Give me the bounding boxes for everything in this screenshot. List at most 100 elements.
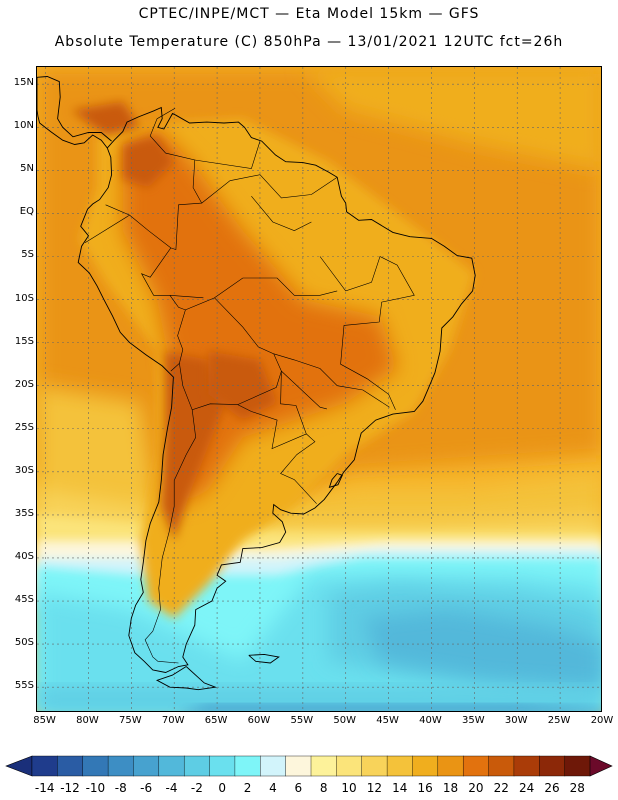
colorbar-tick-label: 22 xyxy=(493,781,509,795)
colorbar-low-arrow xyxy=(5,755,33,777)
lat-tick-label: 25S xyxy=(14,421,34,433)
colorbar-tick-label: -10 xyxy=(85,781,106,795)
lon-tick-label: 55W xyxy=(290,715,314,726)
coastlines xyxy=(37,76,476,691)
political-border xyxy=(169,295,204,299)
lon-tick-label: 65W xyxy=(204,715,228,726)
colorbar-swatch xyxy=(31,755,58,777)
colorbar-high-arrow xyxy=(589,755,613,777)
colorbar-tick-label: 16 xyxy=(417,781,433,795)
lat-tick-label: 5N xyxy=(20,163,34,175)
colorbar-tick-label: 4 xyxy=(269,781,277,795)
political-border xyxy=(281,370,327,410)
lon-tick-label: 80W xyxy=(76,715,99,726)
colorbar-tick-label: -14 xyxy=(34,781,55,795)
colorbar-tick-label: -8 xyxy=(114,781,127,795)
colorbar-swatch xyxy=(158,755,185,777)
field-band-22-venezuela xyxy=(122,135,175,188)
field-band-minus6-south xyxy=(182,704,601,711)
map-gridlines xyxy=(37,67,601,711)
lat-tick-label: 30S xyxy=(14,464,34,476)
political-border xyxy=(319,256,415,410)
lon-tick-label: 60W xyxy=(247,715,271,726)
colorbar-tick-label: -4 xyxy=(165,781,178,795)
colorbar-tick-label: 14 xyxy=(392,781,408,795)
political-border xyxy=(251,196,312,232)
colorbar-swatch xyxy=(234,755,261,777)
lon-tick-label: 35W xyxy=(462,715,485,726)
colorbar-tick-label: 10 xyxy=(341,781,357,795)
colorbar-swatch xyxy=(564,755,591,777)
colorbar-swatch xyxy=(539,755,566,777)
colorbar-swatch xyxy=(412,755,439,777)
political-border xyxy=(84,214,130,243)
coastline-tierra-del-fuego xyxy=(155,666,218,691)
colorbar-swatch xyxy=(209,755,236,777)
colorbar-tick-label: -12 xyxy=(60,781,80,795)
lon-tick-label: 20W xyxy=(590,715,614,726)
coastline-falklands xyxy=(248,653,280,664)
field-band-16-north xyxy=(302,67,601,170)
lat-tick-label: 55S xyxy=(14,680,34,692)
lat-tick-label: 15N xyxy=(13,77,34,89)
coastline-south-america xyxy=(77,106,476,673)
lat-tick-label: 35S xyxy=(14,507,34,519)
colorbar-swatch xyxy=(133,755,160,777)
colorbar-tick-label: 2 xyxy=(243,781,252,795)
colorbar xyxy=(5,755,613,777)
lat-tick-label: 10S xyxy=(14,292,34,304)
colorbar-tick-label: 0 xyxy=(218,781,227,795)
lat-tick-label: 20S xyxy=(14,378,34,390)
lat-tick-label: 50S xyxy=(14,637,34,649)
temperature-field xyxy=(37,67,601,711)
lon-tick-label: 85W xyxy=(33,715,56,726)
lat-tick-label: 40S xyxy=(14,550,34,562)
field-band-22-andes xyxy=(161,351,226,541)
political-border xyxy=(144,409,197,664)
lon-tick-label: 40W xyxy=(419,715,442,726)
colorbar-swatch xyxy=(310,755,337,777)
colorbar-swatch xyxy=(386,755,413,777)
political-border xyxy=(179,297,282,411)
lat-tick-label: EQ xyxy=(19,206,34,218)
colorbar-tick-label: 26 xyxy=(544,781,560,795)
lat-tick-label: 5S xyxy=(21,249,34,261)
colorbar-swatch xyxy=(488,755,515,777)
lon-tick-label: 25W xyxy=(547,715,571,726)
colorbar-tick-label: 8 xyxy=(319,781,328,795)
colorbar-swatch xyxy=(361,755,388,777)
lat-tick-label: 10N xyxy=(13,120,34,132)
colorbar-swatch xyxy=(107,755,134,777)
political-border xyxy=(280,433,317,504)
temperature-map xyxy=(37,67,601,711)
lon-tick-label: 75W xyxy=(119,715,142,726)
colorbar-swatch xyxy=(82,755,109,777)
colorbar-swatch xyxy=(183,755,211,777)
political-border xyxy=(201,174,338,204)
lon-tick-label: 70W xyxy=(161,715,185,726)
political-border xyxy=(273,353,390,408)
political-border xyxy=(194,141,261,169)
lat-tick-label: 15S xyxy=(14,335,34,347)
colorbar-tick-label: 18 xyxy=(442,781,459,795)
colorbar-tick-label: -6 xyxy=(140,781,153,795)
colorbar-swatch xyxy=(513,755,540,777)
colorbar-tick-label: 28 xyxy=(569,781,585,795)
political-border xyxy=(140,247,186,372)
colorbar-tick-label: -2 xyxy=(190,781,203,795)
coastline-lagoa-dos-patos xyxy=(328,473,343,488)
colorbar-tick-label: 24 xyxy=(518,781,535,795)
colorbar-swatch xyxy=(57,755,84,777)
colorbar-tick-label: 20 xyxy=(468,781,484,795)
political-border xyxy=(237,371,307,450)
map-panel xyxy=(36,66,602,712)
colorbar-tick-label: 12 xyxy=(366,781,383,795)
colorbar-swatch xyxy=(285,755,312,777)
colorbar-swatch xyxy=(462,755,490,777)
lat-tick-label: 45S xyxy=(14,594,34,606)
lon-tick-label: 45W xyxy=(376,715,399,726)
coastline-central-america xyxy=(37,76,112,149)
political-border xyxy=(214,277,338,299)
colorbar-swatch xyxy=(260,755,287,777)
colorbar-tick-label: 6 xyxy=(294,781,303,795)
